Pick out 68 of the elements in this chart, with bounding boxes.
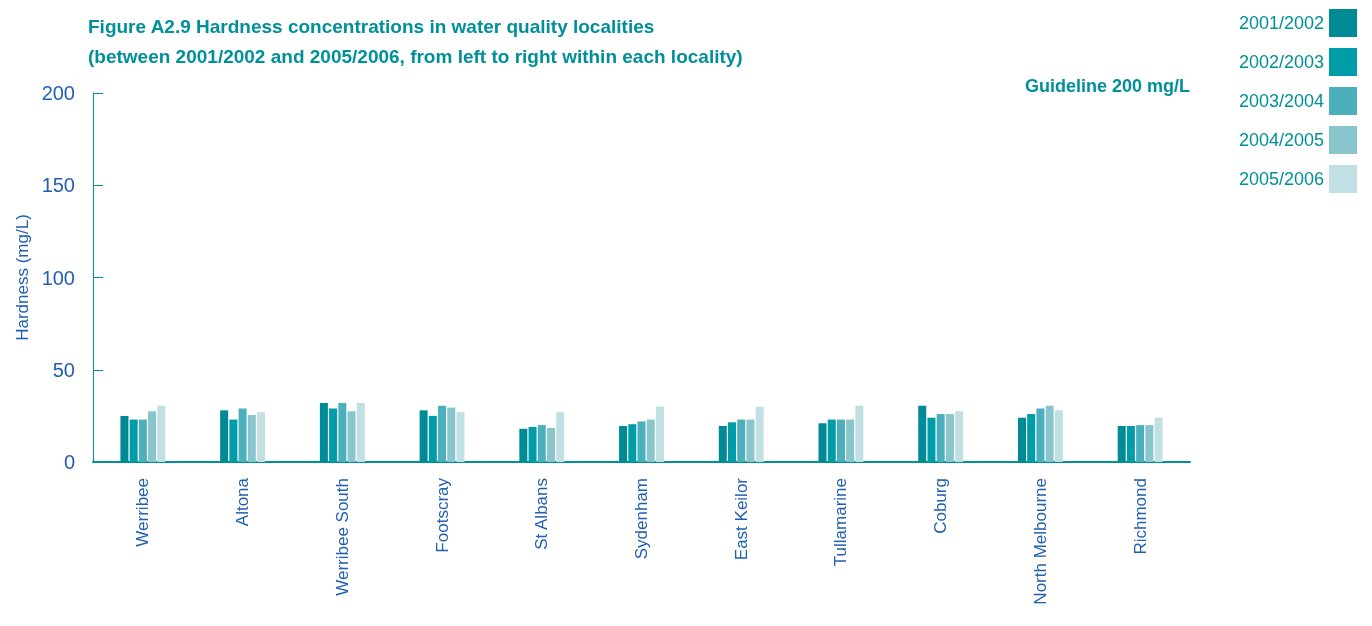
legend-label: 2001/2002 [1238, 13, 1324, 33]
y-tick-label: 50 [52, 358, 75, 381]
bar [546, 427, 555, 462]
bar [827, 419, 836, 462]
bar [1027, 414, 1036, 462]
bar [257, 412, 266, 462]
bar [1045, 405, 1054, 462]
bar [728, 422, 737, 462]
bar [1126, 426, 1135, 462]
bar [846, 419, 855, 462]
bar [927, 417, 936, 462]
x-tick-label: Tullamarine [831, 478, 851, 567]
x-tick-label: North Melbourne [1030, 478, 1050, 605]
chart-title: Figure A2.9 Hardness concentrations in water quality localities (between 2001/2002 and 2005/2006, from left to right within each locality) [88, 15, 743, 67]
bar [556, 412, 565, 462]
x-tick-label: Sydenham [632, 478, 651, 560]
bar [238, 408, 247, 462]
x-tick-label: Footscray [432, 477, 452, 553]
bar [247, 414, 256, 462]
bar [148, 411, 157, 462]
bar [1145, 425, 1154, 462]
legend-label: 2003/2004 [1238, 91, 1324, 111]
bar [157, 405, 166, 462]
x-tick-label: St Albans [532, 478, 552, 550]
bar [528, 426, 537, 462]
bar [1054, 410, 1063, 462]
bar [737, 419, 746, 462]
y-tick-label: 100 [41, 266, 75, 289]
bar [836, 419, 845, 462]
legend-label: 2005/2006 [1238, 169, 1324, 189]
x-tick-label: Werribee [133, 478, 153, 547]
bar [746, 419, 755, 462]
bar [456, 412, 465, 462]
y-axis-title: Hardness (mg/L) [12, 214, 32, 341]
bar [338, 402, 347, 462]
bar [438, 405, 447, 462]
bar [646, 419, 655, 462]
bar [955, 411, 964, 462]
bar [628, 424, 637, 462]
bar [637, 421, 646, 462]
bar [755, 406, 764, 462]
x-tick-label: Coburg [931, 478, 951, 534]
bar [229, 419, 238, 462]
bar [945, 414, 954, 462]
bar [1036, 408, 1045, 462]
bar [129, 419, 138, 462]
y-tick-label: 200 [41, 82, 75, 104]
legend-label: 2002/2003 [1238, 52, 1324, 72]
annotation: Guideline 200 mg/L [1024, 76, 1191, 96]
bar [1154, 417, 1163, 462]
bar [447, 407, 456, 462]
x-tick-label: Werribee South [332, 478, 352, 596]
bar [138, 419, 147, 462]
y-tick-label: 150 [41, 174, 75, 197]
x-tick-label: Altona [233, 477, 253, 527]
bar [428, 415, 437, 462]
bar [537, 425, 546, 462]
bar [347, 411, 356, 462]
bar [329, 408, 338, 462]
bar [655, 406, 664, 462]
legend-label: 2004/2005 [1238, 130, 1324, 150]
bar [855, 405, 864, 462]
y-tick-label: 0 [63, 451, 75, 473]
x-tick-label: Richmond [1130, 478, 1150, 555]
bar [936, 414, 945, 462]
bar [356, 402, 365, 462]
bar [1136, 425, 1145, 462]
x-tick-label: East Keilor [731, 477, 751, 561]
